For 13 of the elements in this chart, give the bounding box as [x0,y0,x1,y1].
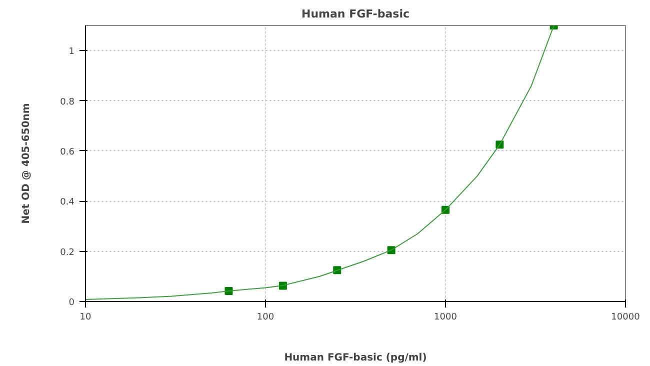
y-tick-label: 1 [68,47,75,58]
y-tick-label: 0 [68,298,75,308]
x-tick-label: 1000 [434,312,458,322]
y-tick-label: 0.6 [60,147,75,158]
y-tick-label: 0.4 [60,198,75,208]
y-tick-label: 0.2 [60,248,75,258]
chart-title: Human FGF-basic [302,8,410,20]
y-tick-label: 0.8 [60,97,75,108]
x-tick-label: 10000 [611,312,640,322]
x-tick-label: 100 [256,312,274,322]
y-axis-title: Net OD @ 405-650nm [21,103,32,224]
x-axis-title: Human FGF-basic (pg/ml) [284,352,427,364]
x-tick-label: 10 [80,312,92,322]
